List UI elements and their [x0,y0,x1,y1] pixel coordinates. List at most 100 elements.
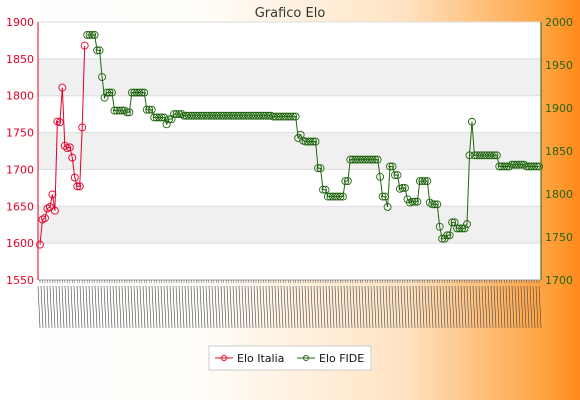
x-tick-label-region [493,285,497,329]
data-point [418,177,427,186]
data-point [398,184,407,192]
left-tick-label: 1700 [6,163,34,176]
x-tick-label-region [442,285,446,329]
x-tick-label-region [61,285,65,329]
data-point [341,177,350,186]
data-point [316,164,325,173]
data-point [264,111,273,120]
x-tick-label-region [133,285,137,329]
x-tick-label-region [331,285,335,329]
x-tick-label-region [238,285,242,329]
data-point [122,108,131,117]
x-tick-label-region [40,285,44,329]
x-tick-label-region [412,285,416,329]
x-tick-label-region [70,285,74,329]
series-elo-italia [36,41,89,249]
data-point [500,162,509,171]
data-point [433,200,442,209]
x-tick-label-region [67,285,71,329]
data-point [43,204,52,213]
data-point [45,203,54,211]
right-tick-label: 1850 [545,145,573,158]
data-point [517,160,526,169]
data-point [410,197,419,206]
data-point [435,222,444,231]
left-tick-label: 1900 [6,16,34,29]
x-tick-label-region [307,285,311,329]
x-tick-label-region [430,285,434,329]
x-tick-label-region [43,285,47,329]
x-tick-label-region [319,285,323,329]
data-point [333,192,342,201]
x-tick-label-region [529,285,533,329]
x-tick-label-region [424,285,428,329]
chart-title: Grafico Elo [255,6,326,21]
data-point [155,113,164,122]
x-tick-label-region [187,285,191,329]
x-tick-label-region [49,285,53,329]
data-point [38,215,47,224]
x-tick-label-region [88,285,92,329]
right-tick-label: 1700 [545,274,573,287]
x-tick-label-region [220,285,224,329]
data-point [50,206,59,215]
x-tick-label-region [466,285,470,329]
data-point [135,88,144,97]
x-tick-label-region [100,285,104,329]
x-tick-label-region [361,285,365,329]
x-tick-label-region [451,285,455,329]
data-point [378,192,387,201]
x-tick-label-region [316,285,320,329]
x-tick-label-region [52,285,56,329]
data-point [393,171,402,180]
x-tick-label-region [163,285,167,329]
data-point [137,88,146,97]
x-tick-label-region [400,285,404,329]
data-point [455,224,464,233]
x-tick-label-region [367,285,371,329]
data-point [336,192,345,201]
data-point [373,155,382,164]
x-tick-label-region [103,285,107,329]
x-tick-label-region [391,285,395,329]
x-tick-label-region [130,285,134,329]
x-tick-label-region [229,285,233,329]
x-tick-label-region [208,285,212,329]
data-point [425,198,434,207]
x-tick-label-region [244,285,248,329]
x-tick-label-region [382,285,386,329]
x-tick-label-region [232,285,236,329]
x-tick-label-region [343,285,347,329]
data-point [103,88,111,97]
x-tick-label-region [385,285,389,329]
x-tick-label-region [406,285,410,329]
data-point [343,177,352,186]
data-point [338,192,347,201]
x-tick-label-region [199,285,203,329]
x-tick-label-region [472,285,476,329]
x-tick-label-region [148,285,152,329]
x-tick-label-region [286,285,290,329]
data-point [423,177,432,186]
series-elo-fide [83,30,543,243]
data-point [371,155,380,164]
x-tick-label-region [526,285,530,329]
left-tick-label: 1750 [6,127,34,140]
right-tick-label: 1900 [545,102,573,115]
x-tick-label-region [124,285,128,329]
data-point [108,88,116,97]
x-tick-label-region [304,285,308,329]
grid-band [38,132,541,170]
x-tick-label-region [460,285,464,329]
x-tick-label-region [289,285,293,329]
x-tick-label-region [259,285,263,329]
x-tick-label-region [352,285,356,329]
x-tick-label-region [160,285,164,329]
data-point [177,110,186,118]
x-tick-label-region [55,285,59,329]
data-point [487,151,496,160]
data-point [428,200,437,209]
data-point [60,141,69,150]
x-axis-ticks [37,280,542,329]
x-tick-label-region [454,285,458,329]
